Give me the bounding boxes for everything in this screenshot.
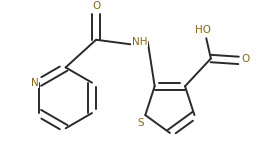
Text: N: N [31, 78, 39, 88]
Text: O: O [241, 54, 249, 64]
Text: O: O [92, 1, 100, 11]
Text: NH: NH [132, 37, 147, 47]
Text: S: S [137, 118, 144, 128]
Text: HO: HO [196, 25, 212, 35]
